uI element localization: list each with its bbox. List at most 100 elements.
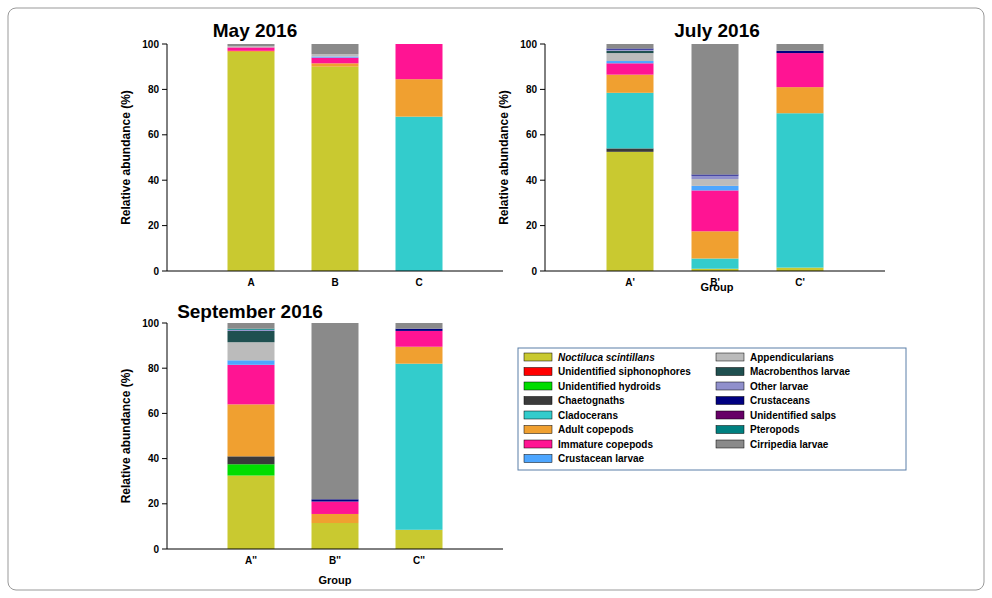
y-tick-label: 60 xyxy=(148,408,160,419)
bar-segment: Cirripedia larvae xyxy=(396,44,443,45)
title: May 2016 xyxy=(213,20,298,41)
bar-segment: Macrobenthos larvae xyxy=(607,51,654,53)
bar-segment: Adult copepods xyxy=(396,347,443,364)
bar-segment: Immature copepods xyxy=(228,365,275,405)
bars: Noctiluca scintillans Noctiluca scintilla… xyxy=(228,323,443,549)
panel: May 2016 Noctiluca scintillansNoctiluca s… xyxy=(119,20,503,288)
y-tick-label: 80 xyxy=(148,363,160,374)
legend-label: Pteropods xyxy=(750,424,800,435)
bar-segment: Immature copepods xyxy=(396,44,443,79)
y-tick-label: 100 xyxy=(142,318,159,329)
panel: September 2016Noctiluca scintillansNocti… xyxy=(119,301,503,586)
y-tick-label: 60 xyxy=(148,129,160,140)
bar-segment: Immature copepods xyxy=(312,502,359,514)
bar-segment: Adult copepods xyxy=(692,231,739,258)
legend-label: Adult copepods xyxy=(558,424,634,435)
legend-swatch xyxy=(716,353,744,361)
legend-swatch xyxy=(716,397,744,405)
legend: Noctiluca scintillans Unidentified siphon… xyxy=(518,348,906,470)
bar-segment: Noctiluca scintillans xyxy=(396,530,443,549)
y-axis xyxy=(167,323,168,549)
bar-segment: Unidentified siphonophores xyxy=(228,51,275,52)
y-tick-label: 40 xyxy=(148,453,160,464)
bar-segment: Appendicularians xyxy=(607,53,654,61)
bar-segment: Chaetognaths xyxy=(607,148,654,151)
bar-segment: Cirripedia larvae xyxy=(607,44,654,49)
bar-segment: Macrobenthos larvae xyxy=(228,331,275,342)
y-tick-label: 60 xyxy=(526,129,538,140)
bar-segment: Adult copepods xyxy=(777,87,824,113)
bar-segment: Cirripedia larvae xyxy=(228,323,275,329)
y-tick xyxy=(162,549,167,550)
legend-swatch xyxy=(524,411,552,419)
panel: July 2016Noctiluca scintillansNoctiluca … xyxy=(497,20,885,293)
legend-label: Appendicularians xyxy=(750,352,834,363)
legend-label: Unidentified siphonophores xyxy=(558,366,691,377)
bar-segment: Cirripedia larvae xyxy=(692,44,739,175)
y-tick xyxy=(540,225,545,226)
bar-segment: Crustacean larvae xyxy=(692,186,739,191)
bar-segment: Cirripedia larvae xyxy=(228,44,275,46)
legend-label: Noctiluca scintillans xyxy=(558,352,655,363)
legend-swatch xyxy=(524,353,552,361)
x-tick-label: C xyxy=(415,277,422,288)
bar-segment: Immature copepods xyxy=(312,58,359,64)
bar-segment: Crustacean larvae xyxy=(607,61,654,63)
x-tick-label: A xyxy=(247,277,254,288)
legend-swatch xyxy=(524,368,552,376)
bar-segment: Unidentified salps xyxy=(228,329,275,330)
bar-segment: Cirripedia larvae xyxy=(312,323,359,499)
x-axis xyxy=(167,271,503,272)
bar-segment: Cladocerans xyxy=(692,259,739,269)
bar-segment: Other larvae xyxy=(396,44,443,45)
y-axis xyxy=(167,44,168,271)
y-tick xyxy=(162,44,167,45)
title: July 2016 xyxy=(674,20,760,41)
bar-segment: Crustacean larvae xyxy=(228,47,275,48)
bar-segment: Cladocerans xyxy=(228,51,275,52)
legend-label: Immature copepods xyxy=(558,439,653,450)
bar-segment: Adult copepods xyxy=(228,404,275,456)
bar-segment: Cirripedia larvae xyxy=(312,44,359,54)
y-tick-label: 20 xyxy=(148,220,160,231)
bar-segment: Unidentified hydroids xyxy=(228,51,275,52)
bar-segment: Adult copepods xyxy=(607,75,654,93)
bar-segment: Immature copepods xyxy=(396,331,443,347)
bar-segment: Cladocerans xyxy=(396,364,443,530)
y-tick-label: 80 xyxy=(148,84,160,95)
x-tick-label: A'' xyxy=(245,555,257,566)
y-tick-label: 20 xyxy=(526,220,538,231)
legend-label: Crustacean larvae xyxy=(558,453,645,464)
bar-segment: Appendicularians xyxy=(312,54,359,56)
y-tick-label: 80 xyxy=(526,84,538,95)
bar-segment: Unidentified hydroids xyxy=(228,464,275,475)
bar-segment: Adult copepods xyxy=(312,63,359,66)
background xyxy=(0,0,992,598)
outer-frame xyxy=(8,8,984,590)
bar-segment: Noctiluca scintillans xyxy=(228,476,275,549)
bar-segment: Crustaceans xyxy=(312,499,359,501)
y-tick xyxy=(540,89,545,90)
bar-segment: Appendicularians xyxy=(396,44,443,45)
legend-swatch xyxy=(524,440,552,448)
x-axis-label: Group xyxy=(319,574,352,586)
y-tick-label: 100 xyxy=(520,39,537,50)
bar-segment: Immature copepods xyxy=(777,53,824,87)
bar-segment: Immature copepods xyxy=(228,47,275,50)
x-tick-label: B'' xyxy=(329,555,341,566)
bar-segment: Pteropods xyxy=(396,44,443,45)
y-tick xyxy=(162,89,167,90)
bar-segment: Crustacean larvae xyxy=(312,56,359,57)
y-axis-label: Relative abundance (%) xyxy=(119,369,133,504)
y-tick xyxy=(540,44,545,45)
bar-segment: Appendicularians xyxy=(228,342,275,360)
y-tick-label: 40 xyxy=(148,175,160,186)
bar-segment: Crustacean larvae xyxy=(228,360,275,365)
legend-label: Unidentified hydroids xyxy=(558,381,661,392)
bar-segment: Other larvae xyxy=(692,176,739,179)
legend-swatch xyxy=(524,455,552,463)
y-tick xyxy=(540,134,545,135)
bar-segment: Crustaceans xyxy=(396,44,443,45)
bar-segment: Cladocerans xyxy=(777,113,824,267)
bars: Noctiluca scintillansNoctiluca scintilla… xyxy=(228,44,443,271)
